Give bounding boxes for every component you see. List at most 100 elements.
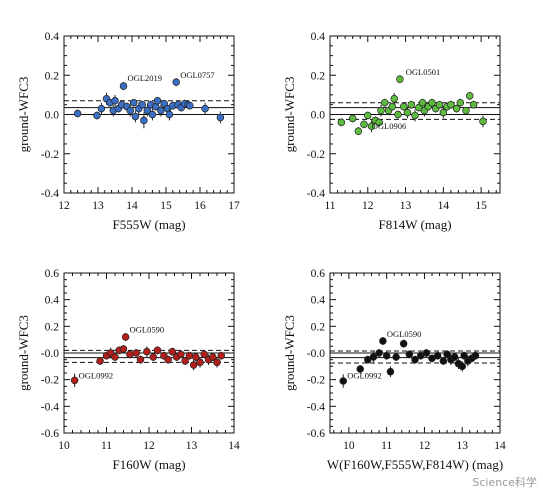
data-point (458, 362, 466, 371)
data-point (119, 345, 128, 353)
x-tick-label: 14 (494, 440, 506, 452)
x-tick-label: 15 (160, 200, 172, 212)
y-tick-label: 0.2 (311, 70, 326, 82)
data-point (153, 97, 162, 105)
data-point (399, 102, 408, 111)
y-axis-title: ground-WFC3 (282, 77, 297, 153)
data-point (168, 347, 177, 356)
data-point (471, 351, 480, 360)
x-axis-title: F160W (mag) (112, 457, 185, 472)
x-tick-label: 14 (126, 200, 138, 212)
y-tick-label: -0.2 (41, 149, 59, 161)
data-point (157, 106, 165, 115)
data-point (439, 108, 448, 117)
y-tick-label: 0.2 (45, 321, 60, 333)
data-point (189, 361, 198, 369)
x-tick-label: 10 (343, 440, 355, 452)
data-point (418, 98, 427, 107)
data-point (382, 351, 391, 360)
data-point (129, 98, 138, 107)
x-axis-title: F814W (mag) (378, 217, 451, 232)
data-point (200, 350, 209, 359)
x-axis-title: W(F160W,F555W,F814W) (mag) (327, 457, 503, 472)
data-point (375, 118, 383, 127)
point-annotation: OGL2019 (128, 73, 162, 83)
data-point (403, 108, 412, 117)
x-tick-label: 17 (228, 200, 240, 212)
data-point (70, 376, 79, 385)
data-point (452, 104, 461, 113)
data-point (96, 357, 104, 365)
y-tick-label: 0.6 (45, 268, 60, 280)
data-point (138, 100, 146, 109)
data-point (390, 95, 398, 103)
y-tick-label: -0.0 (307, 348, 325, 360)
y-tick-label: -0.2 (41, 375, 59, 387)
y-tick-label: -0.4 (307, 401, 325, 413)
data-point (140, 116, 148, 125)
x-tick-label: 12 (419, 440, 431, 452)
data-point (126, 350, 134, 359)
x-tick-label: 13 (456, 440, 468, 452)
data-point (143, 347, 151, 356)
data-point (456, 98, 465, 107)
data-point (209, 353, 217, 361)
data-point (119, 82, 128, 90)
y-tick-label: -0.6 (307, 428, 325, 440)
data-point (433, 351, 442, 360)
data-point (177, 350, 185, 359)
data-point (192, 353, 200, 361)
data-point (396, 75, 404, 83)
y-tick-label: 0.0 (311, 110, 326, 122)
x-tick-label: 16 (194, 200, 206, 212)
x-tick-label: 11 (101, 440, 112, 452)
data-point (73, 109, 82, 118)
data-point (399, 339, 408, 348)
y-axis-title: ground-WFC3 (16, 77, 31, 153)
data-point (354, 127, 363, 135)
data-point (131, 112, 140, 121)
data-point (392, 353, 400, 361)
x-tick-label: 12 (143, 440, 155, 452)
y-tick-label: 0.4 (45, 295, 60, 307)
data-point (164, 355, 172, 364)
x-tick-label: 15 (475, 200, 487, 212)
data-point (377, 106, 385, 115)
data-point (132, 349, 141, 357)
data-point (121, 333, 130, 341)
x-tick-label: 13 (400, 200, 412, 212)
y-tick-label: 0.2 (311, 321, 326, 333)
data-point (360, 120, 368, 129)
y-tick-label: -0.4 (307, 188, 325, 200)
data-point (217, 351, 226, 360)
data-point (196, 358, 204, 367)
data-point (364, 111, 372, 120)
y-tick-label: -0.2 (307, 375, 325, 387)
data-point (356, 365, 364, 373)
x-tick-label: 13 (92, 200, 104, 212)
data-point (435, 100, 444, 109)
y-tick-label: 0.4 (311, 31, 326, 43)
data-point (165, 110, 174, 119)
data-point (143, 106, 152, 115)
data-point (469, 100, 478, 109)
data-point (136, 355, 145, 364)
x-tick-label: 11 (381, 440, 392, 452)
y-tick-label: 0.6 (311, 268, 326, 280)
data-point (381, 98, 389, 107)
y-tick-label: 0.0 (45, 110, 60, 122)
x-tick-label: 10 (58, 440, 70, 452)
y-tick-label: -0.6 (41, 428, 59, 440)
data-point (153, 346, 162, 355)
panel-3: 10 11 12 13 14 0.6 0.4 0.2 -0.0 -0.2 -0.4 -0.6 F160W… (16, 268, 240, 472)
x-tick-label: 12 (58, 200, 70, 212)
data-point (201, 104, 209, 113)
y-axis-title: ground-WFC3 (16, 315, 31, 391)
data-point (339, 377, 347, 385)
data-point (405, 350, 414, 359)
watermark: Science科学 (472, 476, 537, 489)
data-point (479, 117, 487, 126)
x-tick-label: 13 (186, 440, 198, 452)
point-annotation: OGL0992 (79, 370, 113, 380)
